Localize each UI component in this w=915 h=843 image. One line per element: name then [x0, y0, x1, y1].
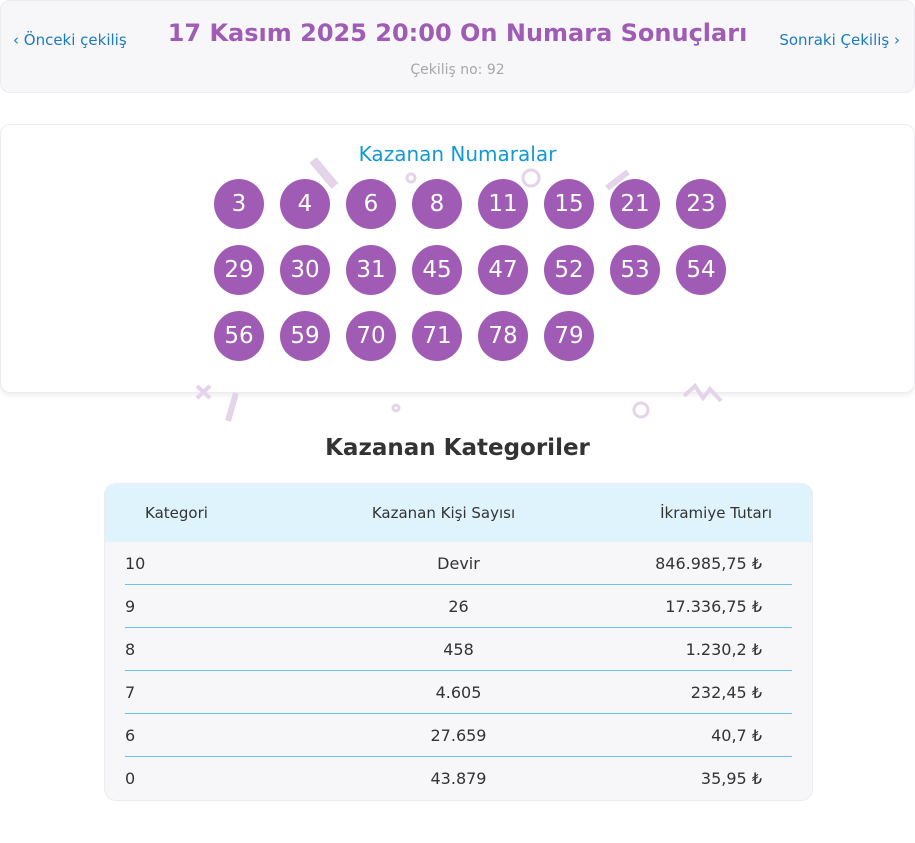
- number-ball: 15: [544, 179, 594, 229]
- table-row: 8 458 1.230,2 ₺: [125, 628, 792, 671]
- winning-numbers-title: Kazanan Numaralar: [358, 142, 557, 166]
- cell-category: 10: [125, 553, 146, 573]
- cell-winners: Devir: [437, 553, 480, 573]
- table-row: 7 4.605 232,45 ₺: [125, 671, 792, 714]
- draw-header: ‹ Önceki çekiliş 17 Kasım 2025 20:00 On …: [0, 0, 915, 93]
- number-ball: 8: [412, 179, 462, 229]
- table-row: 6 27.659 40,7 ₺: [125, 714, 792, 757]
- number-ball: 70: [346, 311, 396, 361]
- cell-winners: 43.879: [430, 768, 487, 788]
- cell-prize: 1.230,2 ₺: [685, 639, 762, 659]
- draw-number: Çekiliş no: 92: [410, 62, 505, 78]
- cell-category: 6: [125, 725, 136, 745]
- number-ball: 30: [280, 245, 330, 295]
- cell-prize: 846.985,75 ₺: [655, 553, 762, 573]
- column-header-category: Kategori: [145, 504, 208, 522]
- number-ball: 4: [280, 179, 330, 229]
- table-row: 9 26 17.336,75 ₺: [125, 585, 792, 628]
- column-header-winners: Kazanan Kişi Sayısı: [371, 504, 516, 522]
- number-ball: 23: [676, 179, 726, 229]
- number-ball: 54: [676, 245, 726, 295]
- number-ball: 47: [478, 245, 528, 295]
- cell-winners: 26: [448, 596, 469, 616]
- previous-draw-link[interactable]: ‹ Önceki çekiliş: [13, 31, 127, 49]
- page-title: 17 Kasım 2025 20:00 On Numara Sonuçları: [167, 19, 748, 47]
- column-header-prize: İkramiye Tutarı: [660, 504, 772, 522]
- number-ball: 3: [214, 179, 264, 229]
- cell-prize: 35,95 ₺: [700, 768, 762, 788]
- winning-numbers-list: 3 4 6 8 11 15 21 23 29 30 31 45 47 52 53 54 56 59 70 71 78 79: [214, 179, 734, 361]
- cell-category: 9: [125, 596, 136, 616]
- number-ball: 56: [214, 311, 264, 361]
- next-draw-link[interactable]: Sonraki Çekiliş ›: [779, 31, 900, 49]
- table-header: Kategori Kazanan Kişi Sayısı İkramiye Tu…: [105, 484, 812, 542]
- cell-prize: 40,7 ₺: [711, 725, 762, 745]
- table-row: 10 Devir 846.985,75 ₺: [125, 542, 792, 585]
- number-ball: 52: [544, 245, 594, 295]
- number-ball: 45: [412, 245, 462, 295]
- number-ball: 11: [478, 179, 528, 229]
- categories-title: Kazanan Kategoriler: [325, 435, 590, 461]
- number-ball: 78: [478, 311, 528, 361]
- number-ball: 59: [280, 311, 330, 361]
- cell-category: 7: [125, 682, 136, 702]
- cell-winners: 4.605: [435, 682, 482, 702]
- cell-category: 0: [125, 768, 136, 788]
- number-ball: 6: [346, 179, 396, 229]
- number-ball: 21: [610, 179, 660, 229]
- prize-table: Kategori Kazanan Kişi Sayısı İkramiye Tu…: [104, 483, 813, 801]
- cell-winners: 27.659: [430, 725, 487, 745]
- number-ball: 79: [544, 311, 594, 361]
- cell-category: 8: [125, 639, 136, 659]
- number-ball: 53: [610, 245, 660, 295]
- cell-winners: 458: [443, 639, 474, 659]
- number-ball: 31: [346, 245, 396, 295]
- table-row: 0 43.879 35,95 ₺: [125, 757, 792, 799]
- number-ball: 29: [214, 245, 264, 295]
- cell-prize: 17.336,75 ₺: [665, 596, 762, 616]
- number-ball: 71: [412, 311, 462, 361]
- cell-prize: 232,45 ₺: [690, 682, 762, 702]
